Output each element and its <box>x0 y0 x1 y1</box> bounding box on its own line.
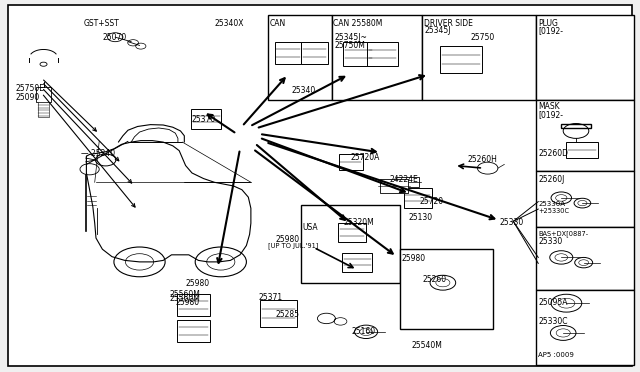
Bar <box>301 42 328 64</box>
Text: 25345J: 25345J <box>424 26 451 35</box>
Text: 25320M: 25320M <box>343 218 374 227</box>
Bar <box>566 142 598 158</box>
Text: +25330C: +25330C <box>538 208 570 214</box>
Bar <box>301 205 400 283</box>
Text: 25260J: 25260J <box>538 175 564 184</box>
Bar <box>536 100 634 171</box>
Text: 25345J~: 25345J~ <box>334 33 367 42</box>
Text: 25980: 25980 <box>275 235 300 244</box>
Bar <box>536 290 634 365</box>
Text: 25070: 25070 <box>102 33 127 42</box>
Bar <box>268 15 332 100</box>
Text: [0192-: [0192- <box>538 110 563 119</box>
Text: 25340: 25340 <box>291 86 316 94</box>
Bar <box>260 300 297 327</box>
Bar <box>561 124 591 128</box>
Text: 25750: 25750 <box>470 33 495 42</box>
Text: 25560M: 25560M <box>170 294 200 303</box>
Text: [0192-: [0192- <box>538 26 563 35</box>
Bar <box>36 87 51 102</box>
Text: DRIVER SIDE: DRIVER SIDE <box>424 19 473 28</box>
Bar <box>396 177 419 187</box>
Bar <box>380 179 408 193</box>
Text: 25260H: 25260H <box>467 155 497 164</box>
Text: USA: USA <box>303 223 318 232</box>
Bar <box>342 253 372 272</box>
Text: 25090: 25090 <box>16 93 40 102</box>
Text: 25130: 25130 <box>408 213 433 222</box>
Text: AP5 :0009: AP5 :0009 <box>538 352 574 357</box>
Text: CAN 25580M: CAN 25580M <box>333 19 383 28</box>
Text: 25750M: 25750M <box>334 41 365 50</box>
Bar <box>536 15 634 100</box>
Bar <box>367 42 398 66</box>
Bar <box>177 320 210 342</box>
Text: — 25240: — 25240 <box>81 149 115 158</box>
Bar <box>177 294 210 316</box>
Text: 25980: 25980 <box>402 254 426 263</box>
Bar <box>332 15 422 100</box>
Bar <box>343 42 374 66</box>
Text: 24224E: 24224E <box>389 175 418 184</box>
Bar <box>338 223 367 242</box>
Text: CAN: CAN <box>269 19 285 28</box>
Text: 25095A: 25095A <box>538 298 568 307</box>
Text: 25330: 25330 <box>538 237 563 246</box>
Bar <box>536 227 634 290</box>
Bar <box>38 102 49 117</box>
Bar <box>339 154 363 170</box>
Text: PLUG: PLUG <box>538 19 558 28</box>
Text: 25260D: 25260D <box>538 149 568 158</box>
Text: 25750E: 25750E <box>16 84 45 93</box>
Text: 25330A: 25330A <box>538 201 565 207</box>
Text: 25980: 25980 <box>186 279 210 288</box>
Text: 25980: 25980 <box>176 298 200 307</box>
Bar <box>191 109 221 129</box>
Text: GST+SST: GST+SST <box>83 19 119 28</box>
Text: 25260: 25260 <box>422 275 447 283</box>
Text: 25330: 25330 <box>499 218 524 227</box>
Bar <box>536 171 634 227</box>
Bar <box>440 46 481 74</box>
Text: BAS+DX[0887-: BAS+DX[0887- <box>538 231 588 237</box>
Bar <box>404 188 433 208</box>
Text: 25340X: 25340X <box>214 19 244 28</box>
Text: [UP TO JUL.'91]: [UP TO JUL.'91] <box>268 243 318 249</box>
Text: 25370: 25370 <box>192 115 216 124</box>
Text: MASK: MASK <box>538 102 560 111</box>
Text: 25720: 25720 <box>420 197 444 206</box>
Text: 25285: 25285 <box>275 310 300 318</box>
Bar <box>275 42 301 64</box>
Text: 25371: 25371 <box>259 293 283 302</box>
Text: 25330C: 25330C <box>538 317 568 326</box>
Text: 25540M: 25540M <box>412 341 442 350</box>
Bar <box>400 249 493 329</box>
Text: 25560M: 25560M <box>170 291 200 299</box>
Bar <box>422 15 536 100</box>
Text: 25160: 25160 <box>352 327 376 336</box>
Text: 25720A: 25720A <box>351 153 380 161</box>
